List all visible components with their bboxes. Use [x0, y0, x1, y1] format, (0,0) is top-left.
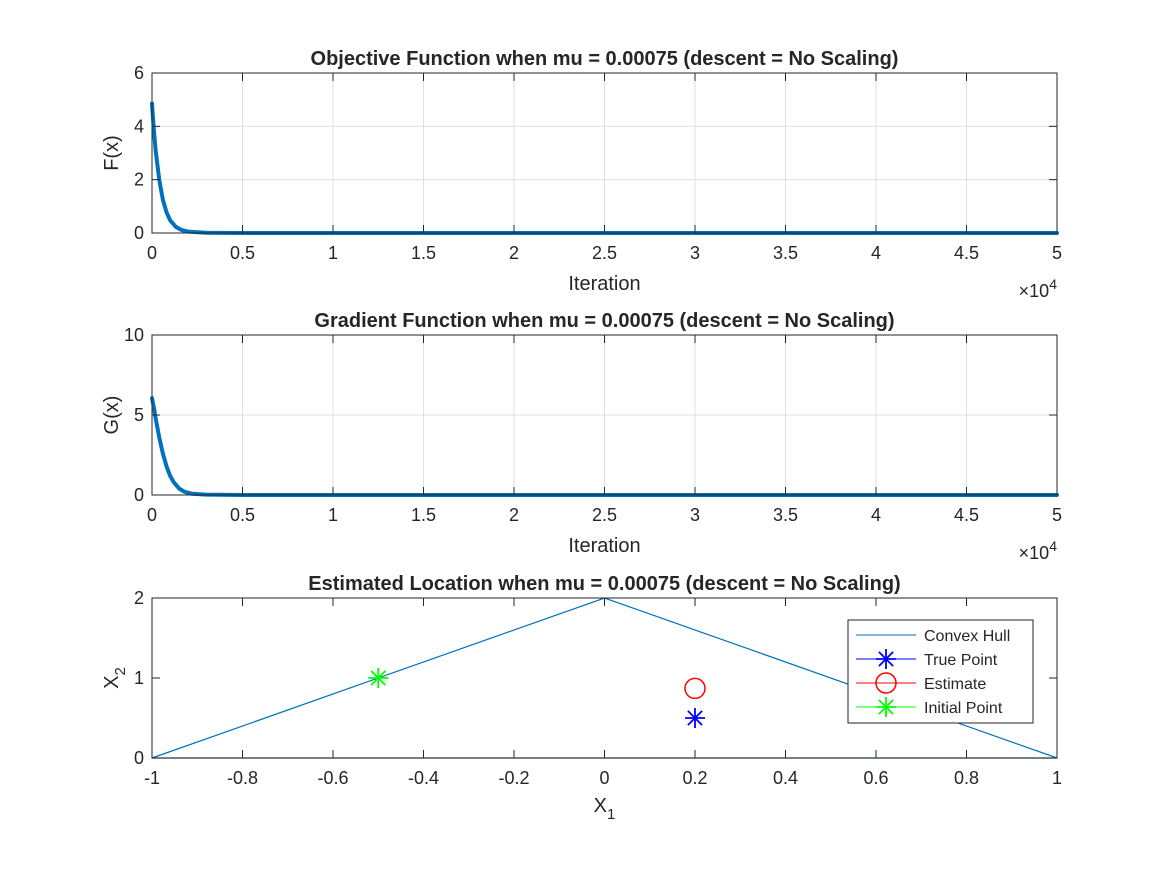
asterisk-stroke [878, 699, 894, 715]
marker-initial-point [368, 668, 389, 688]
x-tick-label: 3 [690, 505, 700, 525]
x-tick-label: 1.5 [411, 243, 436, 263]
legend-marker-estimate [875, 672, 897, 694]
y-tick-label: 4 [134, 116, 144, 136]
x-tick-label: 0.6 [863, 768, 888, 788]
x-tick-label: 2.5 [592, 243, 617, 263]
y-tick-label: 1 [134, 668, 144, 688]
y-tick-label: 10 [124, 325, 144, 345]
x-tick-label: 1 [328, 243, 338, 263]
x-exponent-label: ×104 [1019, 276, 1058, 301]
x-tick-label: 0.4 [773, 768, 798, 788]
y-tick-label: 5 [134, 405, 144, 425]
y-axis-label-main: X [101, 676, 123, 689]
chart-panel-2: 0 0.5 1 1.5 2 2.5 3 3.5 4 4.5 5 0 5 10 Gradient Functi… [101, 310, 1062, 563]
legend-label: Estimate [924, 676, 986, 693]
legend-marker-initial-point [876, 697, 896, 717]
x-exponent-label: ×104 [1019, 538, 1058, 563]
x-axis-label: Iteration [568, 273, 640, 295]
y-axis-label: X2 [101, 667, 129, 689]
x-tick-label: -1 [144, 768, 160, 788]
x-exponent-base: ×10 [1019, 543, 1050, 563]
x-tick-label: 1.5 [411, 505, 436, 525]
x-axis-label: Iteration [568, 535, 640, 557]
y-tick-label: 6 [134, 63, 144, 83]
x-tick-label: 0.8 [954, 768, 979, 788]
x-axis-label-subscript: 1 [607, 806, 615, 823]
asterisk-stroke [878, 651, 894, 667]
x-exponent-power: 4 [1049, 538, 1057, 554]
y-tick-label: 2 [134, 170, 144, 190]
asterisk-stroke [370, 670, 386, 686]
legend-box [847, 619, 1034, 724]
chart-title: Estimated Location when mu = 0.00075 (de… [308, 573, 900, 595]
x-tick-label: 2 [509, 505, 519, 525]
y-tick-label: 0 [134, 485, 144, 505]
y-axis-label: F(x) [101, 135, 123, 171]
marker-true-point [685, 708, 705, 728]
x-tick-label: 2.5 [592, 505, 617, 525]
y-tick-label: 0 [134, 748, 144, 768]
x-tick-label: 5 [1052, 243, 1062, 263]
chart-title: Objective Function when mu = 0.00075 (de… [311, 48, 899, 70]
x-tick-label: 0 [147, 505, 157, 525]
marker-estimate [684, 677, 706, 700]
x-tick-label: -0.4 [408, 768, 439, 788]
chart-title: Gradient Function when mu = 0.00075 (des… [314, 310, 894, 332]
x-tick-label: 4 [871, 243, 881, 263]
x-tick-label: 2 [509, 243, 519, 263]
y-tick-label: 0 [134, 223, 144, 243]
x-tick-label: 3.5 [773, 243, 798, 263]
asterisk-stroke [687, 710, 703, 726]
x-exponent-power: 4 [1049, 276, 1057, 292]
x-tick-label: -0.8 [227, 768, 258, 788]
legend-label: Initial Point [924, 700, 1003, 717]
x-tick-label: 0.2 [682, 768, 707, 788]
chart-panel-1: 0 0.5 1 1.5 2 2.5 3 3.5 4 4.5 5 0 2 4 6 Objective Funct… [101, 48, 1062, 301]
y-axis-label: G(x) [101, 396, 123, 435]
x-exponent-base: ×10 [1019, 281, 1050, 301]
y-tick-label: 2 [134, 588, 144, 608]
x-tick-label: -0.2 [498, 768, 529, 788]
legend: Convex Hull True Point Estimate Initial Poi… [847, 619, 1034, 724]
x-tick-label: 1 [328, 505, 338, 525]
x-tick-label: 5 [1052, 505, 1062, 525]
x-tick-label: 0.5 [230, 243, 255, 263]
x-tick-label: 4.5 [954, 505, 979, 525]
x-axis-label-main: X [594, 795, 607, 817]
x-tick-label: 0.5 [230, 505, 255, 525]
x-tick-label: -0.6 [317, 768, 348, 788]
x-tick-label: 3 [690, 243, 700, 263]
x-tick-label: 3.5 [773, 505, 798, 525]
circle-marker-shape [875, 672, 897, 694]
x-axis-label: X1 [594, 795, 616, 823]
x-tick-label: 4 [871, 505, 881, 525]
legend-label: Convex Hull [924, 628, 1010, 645]
legend-marker-true-point [876, 649, 896, 669]
chart-panel-3: -1 -0.8 -0.6 -0.4 -0.2 0 0.2 0.4 0.6 0.8 1012Estim… [101, 573, 1062, 823]
y-axis-label-subscript: 2 [112, 667, 129, 675]
x-tick-label: 0 [147, 243, 157, 263]
x-tick-label: 1 [1052, 768, 1062, 788]
legend-label: True Point [924, 652, 998, 669]
circle-marker-shape [684, 677, 706, 700]
x-tick-label: 0 [599, 768, 609, 788]
x-tick-label: 4.5 [954, 243, 979, 263]
